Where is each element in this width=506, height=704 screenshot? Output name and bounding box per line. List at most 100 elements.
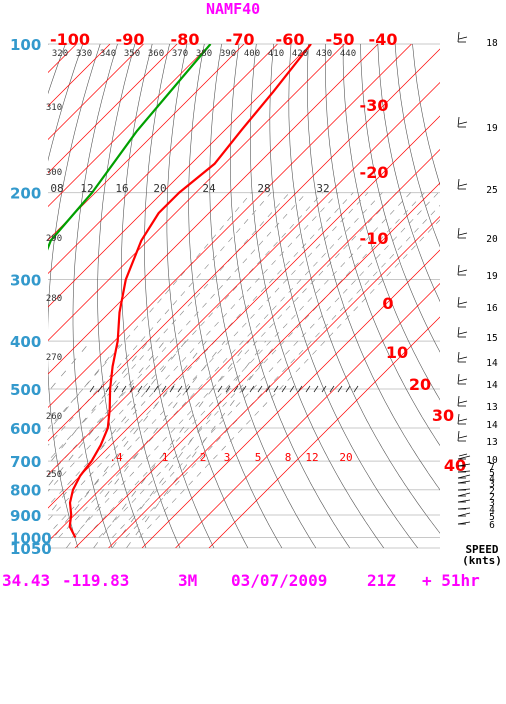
moist-adiabat bbox=[5, 193, 323, 538]
wind-speed-label: 13 bbox=[486, 402, 497, 413]
dry-adiabat-370 bbox=[230, 44, 349, 548]
wind-barb-staff bbox=[458, 431, 459, 441]
wind-barb-staff bbox=[458, 396, 459, 406]
isotherm--20 bbox=[0, 44, 445, 548]
theta-label-390: 390 bbox=[220, 49, 236, 59]
wind-barb-staff bbox=[458, 374, 459, 384]
isotherm-label--70: -70 bbox=[226, 30, 255, 49]
wind-barb-staff bbox=[458, 117, 459, 127]
skew-t-chart: 10020030040050060070080090010001050-100-… bbox=[0, 0, 506, 591]
wind-barb-staff bbox=[458, 513, 470, 516]
theta-label-380: 380 bbox=[196, 49, 212, 59]
theta-label-320: 320 bbox=[52, 49, 68, 59]
mixing-label-lower-1: 1 bbox=[162, 451, 169, 464]
wind-speed-label: 13 bbox=[486, 437, 497, 448]
isotherm-label--80: -80 bbox=[171, 30, 200, 49]
wind-barb-staff bbox=[458, 475, 470, 478]
wind-barb-flag bbox=[459, 270, 467, 272]
isotherm-label--60: -60 bbox=[276, 30, 305, 49]
speed-label: SPEED (knts) bbox=[458, 544, 506, 566]
footer-forecast: + 51hr bbox=[422, 571, 480, 590]
mixing-label-lower-3: 3 bbox=[224, 451, 231, 464]
pressure-label-600: 600 bbox=[10, 420, 41, 438]
wind-speed-label: 18 bbox=[486, 38, 498, 49]
mixing-label-upper-08: 08 bbox=[50, 182, 63, 195]
wind-barb-flag bbox=[459, 184, 467, 186]
mixing-label-lower-8: 8 bbox=[285, 451, 292, 464]
theta-label-440: 440 bbox=[340, 49, 356, 59]
pressure-label-400: 400 bbox=[10, 333, 41, 351]
pressure-label-300: 300 bbox=[10, 271, 41, 289]
footer-longitude: -119.83 bbox=[62, 571, 129, 590]
footer-date: 03/07/2009 bbox=[231, 571, 327, 590]
theta-label-310: 310 bbox=[46, 103, 62, 113]
dry-adiabat-420 bbox=[325, 44, 506, 548]
isotherm-label--90: -90 bbox=[116, 30, 145, 49]
mixing-label-upper-24: 24 bbox=[202, 182, 216, 195]
wind-speed-label: 20 bbox=[486, 234, 498, 245]
moist-adiabat bbox=[32, 193, 353, 538]
wind-barb-staff bbox=[458, 179, 459, 189]
mixing-label-upper-12: 12 bbox=[80, 182, 93, 195]
dry-adiabat-250 bbox=[0, 44, 31, 548]
pressure-label-1050: 1050 bbox=[10, 540, 52, 558]
theta-label-280: 280 bbox=[46, 294, 62, 304]
dry-adiabat-lines bbox=[0, 44, 506, 548]
pressure-label-200: 200 bbox=[10, 185, 41, 203]
dry-adiabat-430 bbox=[343, 44, 506, 548]
wind-speed-label: 19 bbox=[486, 123, 498, 134]
wind-barb-flag bbox=[459, 357, 467, 359]
theta-label-350: 350 bbox=[124, 49, 140, 59]
isotherm-label-20: 20 bbox=[409, 375, 431, 394]
pressure-label-700: 700 bbox=[10, 453, 41, 471]
theta-label-360: 360 bbox=[148, 49, 164, 59]
mixing-label-upper-28: 28 bbox=[257, 182, 270, 195]
mixing-line-12 bbox=[66, 341, 225, 548]
wind-barb-staff bbox=[458, 228, 459, 238]
dry-adiabat-300 bbox=[73, 44, 118, 548]
mixing-line-5 bbox=[23, 341, 186, 548]
isotherm--90 bbox=[0, 44, 211, 548]
dry-adiabat-240 bbox=[0, 44, 13, 548]
wind-speed-label: 6 bbox=[489, 520, 495, 531]
dry-adiabat-260 bbox=[0, 44, 48, 548]
theta-label-340: 340 bbox=[100, 49, 116, 59]
theta-label-330: 330 bbox=[76, 49, 92, 59]
wind-barb-staff bbox=[458, 493, 470, 496]
isotherm-label-10: 10 bbox=[386, 343, 408, 362]
theta-label-410: 410 bbox=[268, 49, 284, 59]
wind-barb-flag bbox=[459, 379, 467, 381]
theta-label-430: 430 bbox=[316, 49, 332, 59]
isotherm-label--50: -50 bbox=[326, 30, 355, 49]
mixing-line-28 bbox=[112, 341, 266, 548]
pressure-label-500: 500 bbox=[10, 381, 41, 399]
wind-speed-label: 15 bbox=[486, 333, 497, 344]
pressure-label-900: 900 bbox=[10, 507, 41, 525]
wind-barb-flag bbox=[459, 122, 467, 124]
footer-latitude: 34.43 bbox=[2, 571, 50, 590]
isotherm-label--10: -10 bbox=[360, 229, 389, 248]
footer-station: 3M bbox=[178, 571, 197, 590]
mixing-label-upper-32: 32 bbox=[316, 182, 329, 195]
speed-label-line2: (knts) bbox=[458, 555, 506, 566]
wind-speed-label: 25 bbox=[486, 185, 497, 196]
pressure-label-100: 100 bbox=[10, 36, 41, 54]
theta-label-400: 400 bbox=[244, 49, 260, 59]
wind-barb-flag bbox=[459, 419, 467, 421]
theta-label-260: 260 bbox=[46, 412, 62, 422]
mixing-label-lower-12: 12 bbox=[305, 451, 318, 464]
model-title: NAMF40 bbox=[206, 0, 260, 18]
moist-adiabat bbox=[139, 193, 466, 538]
isotherm-label--30: -30 bbox=[360, 96, 389, 115]
moist-adiabat bbox=[126, 193, 452, 538]
theta-label-370: 370 bbox=[172, 49, 188, 59]
theta-label-250: 250 bbox=[46, 470, 62, 480]
theta-label-290: 290 bbox=[46, 234, 62, 244]
dry-adiabat-380 bbox=[250, 44, 383, 548]
isotherm-label-30: 30 bbox=[432, 406, 454, 425]
wind-speed-label: 14 bbox=[486, 380, 498, 391]
mixing-label-lower-20: 20 bbox=[339, 451, 352, 464]
wind-barb-staff bbox=[458, 265, 459, 275]
wind-speed-label: 16 bbox=[486, 303, 498, 314]
moist-adiabat bbox=[19, 193, 339, 538]
